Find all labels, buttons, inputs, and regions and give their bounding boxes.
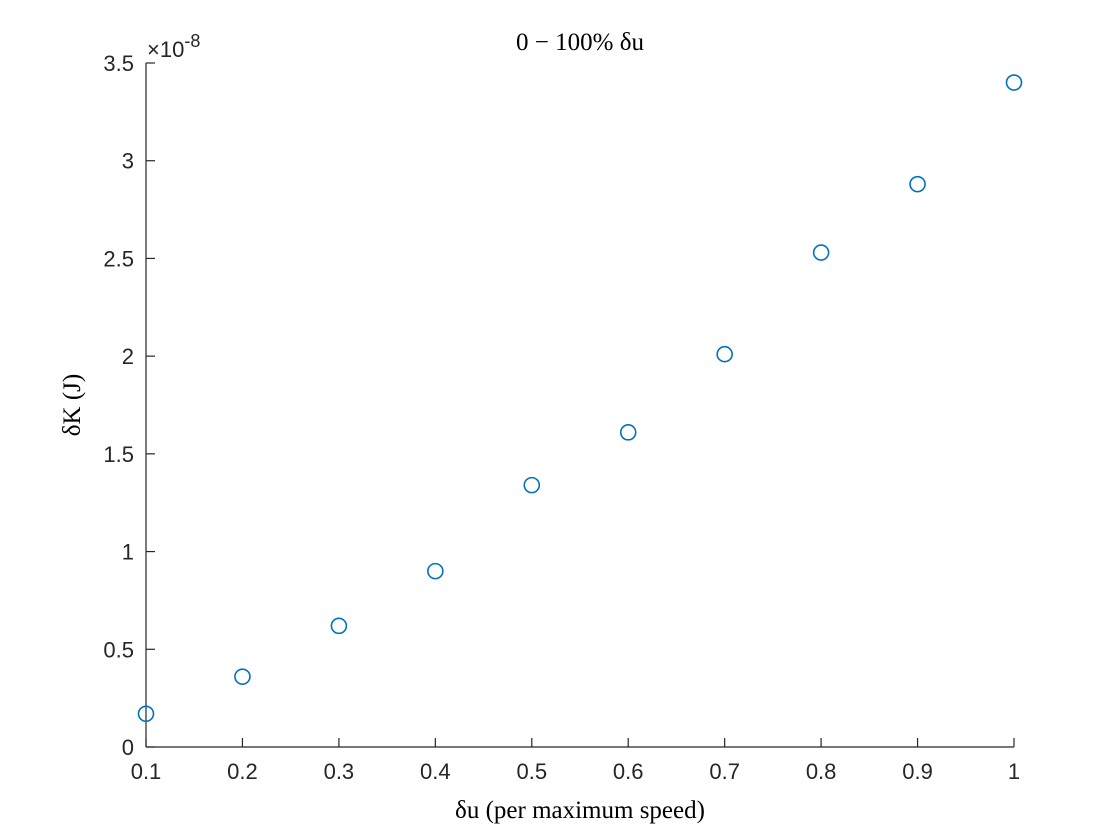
x-tick-label: 0.6 [613, 759, 644, 784]
y-tick-label: 3.5 [103, 51, 134, 76]
y-tick-label: 1 [122, 540, 134, 565]
data-point [523, 476, 541, 494]
chart-title: 0 − 100% δu [516, 29, 644, 56]
x-tick-label: 0.9 [902, 759, 933, 784]
data-point [716, 345, 733, 363]
y-tick-label: 0.5 [103, 637, 134, 662]
x-tick-label: 0.4 [420, 759, 451, 784]
x-tick-label: 0.1 [131, 759, 162, 784]
y-tick-label: 1.5 [103, 442, 134, 467]
data-point [427, 562, 444, 580]
x-tick-label: 0.5 [516, 759, 547, 784]
axes [145, 63, 1014, 748]
y-axis-label: δK (J) [59, 374, 86, 436]
x-axis-label: δu (per maximum speed) [455, 797, 705, 824]
data-point [909, 175, 926, 193]
y-tick-label: 3 [122, 149, 134, 174]
x-tick-label: 0.7 [709, 759, 740, 784]
data-point [1005, 74, 1023, 91]
x-tick-label: 0.3 [324, 759, 355, 784]
y-axis-exponent-base: ×10 [147, 37, 184, 62]
y-tick-label: 0 [122, 735, 134, 760]
y-tick-label: 2.5 [103, 246, 134, 271]
data-points [137, 74, 1023, 723]
x-tick-label: 0.8 [806, 759, 837, 784]
x-tick-label: 0.2 [227, 759, 258, 784]
data-point [234, 668, 251, 685]
data-point [812, 244, 830, 261]
x-tick-label: 1 [1008, 759, 1020, 784]
x-ticks: 0.1 0.2 0.3 0.4 0.5 0.6 0.7 0.8 0.9 1 [131, 738, 1020, 784]
y-tick-label: 2 [122, 344, 134, 369]
data-point [330, 617, 348, 635]
y-axis-exponent: ×10-8 [147, 31, 200, 62]
data-point [137, 705, 155, 723]
y-ticks: 0 0.5 1 1.5 2 2.5 3 3.5 [103, 51, 155, 760]
data-point [619, 424, 637, 441]
y-axis-exponent-power: -8 [184, 31, 200, 51]
